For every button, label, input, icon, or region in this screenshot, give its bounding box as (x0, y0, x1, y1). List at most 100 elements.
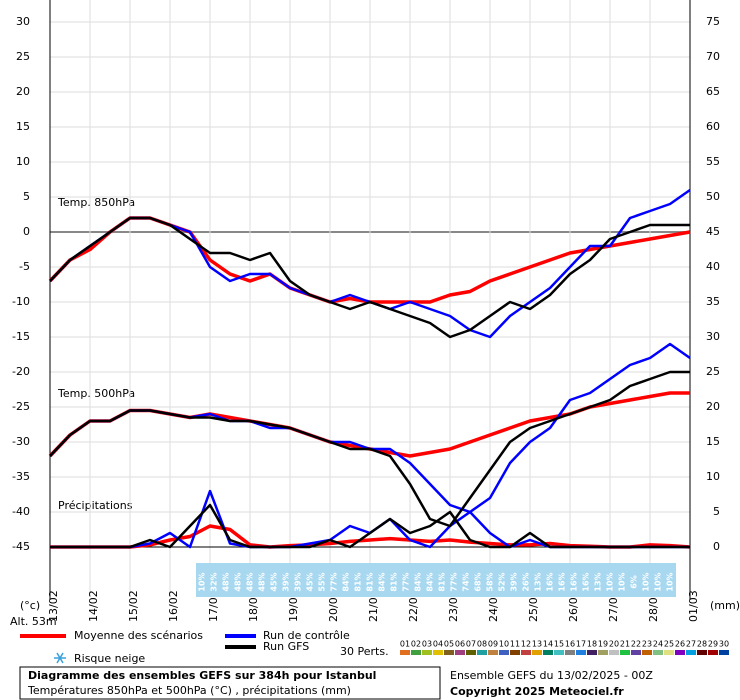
pert-swatch (587, 650, 597, 655)
snow-risk-label: 81% (438, 572, 447, 591)
y-tick-label: 5 (23, 190, 30, 203)
snow-risk-label: 58% (486, 572, 495, 591)
y2-unit: (mm) (710, 599, 740, 612)
snow-risk-label: 81% (390, 572, 399, 591)
pert-label: 10 (499, 640, 509, 649)
pert-swatch (433, 650, 443, 655)
snow-risk-label: 10% (198, 572, 207, 591)
y-tick-label: 10 (16, 155, 30, 168)
snow-risk-label: 77% (402, 572, 411, 591)
snow-risk-label: 68% (474, 572, 483, 591)
snow-risk-label: 74% (462, 572, 471, 591)
x-tick-label: 22/02 (407, 590, 420, 622)
pert-swatch (400, 650, 410, 655)
pert-label: 19 (598, 640, 608, 649)
snow-risk-label: 81% (366, 572, 375, 591)
pert-label: 22 (631, 640, 641, 649)
pert-swatch (488, 650, 498, 655)
pert-swatch (477, 650, 487, 655)
y2-tick-label: 40 (706, 260, 720, 273)
y2-tick-label: 45 (706, 225, 720, 238)
y-tick-label: 20 (16, 85, 30, 98)
snow-risk-label: 84% (426, 572, 435, 591)
pert-label: 20 (609, 640, 619, 649)
footer-box (19, 666, 441, 700)
snow-risk-label: 13% (594, 572, 603, 591)
pert-swatch (499, 650, 509, 655)
pert-label: 29 (708, 640, 718, 649)
snow-risk-label: 39% (282, 572, 291, 591)
x-tick-label: 19/02 (287, 590, 300, 622)
pert-label: 12 (521, 640, 531, 649)
x-tick-label: 21/02 (367, 590, 380, 622)
pert-label: 24 (653, 640, 663, 649)
snow-risk-label: 10% (666, 572, 675, 591)
x-tick-label: 15/02 (127, 590, 140, 622)
pert-label: 04 (433, 640, 443, 649)
snow-risk-label: 48% (222, 572, 231, 591)
y2-tick-label: 75 (706, 15, 720, 28)
snow-legend: Risque neige (74, 652, 145, 665)
y-tick-label: 30 (16, 15, 30, 28)
x-tick-label: 14/02 (87, 590, 100, 622)
x-tick-label: 24/02 (487, 590, 500, 622)
snow-icon (54, 652, 66, 664)
y-tick-label: 0 (23, 225, 30, 238)
snow-risk-label: 39% (294, 572, 303, 591)
pert-swatch (510, 650, 520, 655)
series-line (49, 370, 690, 528)
precip-label: Précipitations (58, 499, 133, 512)
pert-label: 28 (697, 640, 707, 649)
legend-label: Run GFS (263, 640, 309, 653)
snow-risk-label: 10% (618, 572, 627, 591)
pert-swatch (664, 650, 674, 655)
pert-label: 11 (510, 640, 520, 649)
pert-label: 09 (488, 640, 498, 649)
y-tick-label: -10 (12, 295, 30, 308)
pert-label: 01 (400, 640, 410, 649)
y2-tick-label: 60 (706, 120, 720, 133)
pert-swatch (653, 650, 663, 655)
pert-label: 30 (719, 640, 729, 649)
y-tick-label: 15 (16, 120, 30, 133)
pert-label: 06 (455, 640, 465, 649)
pert-swatch (543, 650, 553, 655)
y2-tick-label: 25 (706, 365, 720, 378)
y2-tick-label: 65 (706, 85, 720, 98)
snow-risk-label: 48% (234, 572, 243, 591)
pert-label: 27 (686, 640, 696, 649)
t500-label: Temp. 500hPa (57, 387, 135, 400)
snow-risk-label: 52% (498, 572, 507, 591)
snow-band (196, 563, 676, 597)
snow-risk-label: 45% (270, 572, 279, 591)
y-tick-label: -15 (12, 330, 30, 343)
snow-risk-label: 16% (546, 572, 555, 591)
pert-label: 02 (411, 640, 421, 649)
pert-swatch (719, 650, 729, 655)
snow-risk-label: 55% (318, 572, 327, 591)
series-line (49, 216, 690, 339)
pert-label: 18 (587, 640, 597, 649)
y-unit: (°c) (20, 599, 40, 612)
pert-label: 05 (444, 640, 454, 649)
pert-swatch (532, 650, 542, 655)
pert-swatch (455, 650, 465, 655)
snow-risk-label: 45% (306, 572, 315, 591)
pert-label: 21 (620, 640, 630, 649)
snow-risk-label: 77% (330, 572, 339, 591)
y2-tick-label: 30 (706, 330, 720, 343)
pert-label: 23 (642, 640, 652, 649)
y2-tick-label: 10 (706, 470, 720, 483)
series-line (50, 503, 690, 549)
x-tick-label: 26/02 (567, 590, 580, 622)
snow-risk-label: 13% (534, 572, 543, 591)
pert-swatch (631, 650, 641, 655)
perts-label: 30 Perts. (340, 645, 389, 658)
snow-risk-label: 84% (378, 572, 387, 591)
snow-risk-label: 10% (606, 572, 615, 591)
pert-swatch (609, 650, 619, 655)
x-tick-label: 27/02 (607, 590, 620, 622)
pert-swatch (708, 650, 718, 655)
y-tick-label: 25 (16, 50, 30, 63)
pert-swatch (675, 650, 685, 655)
